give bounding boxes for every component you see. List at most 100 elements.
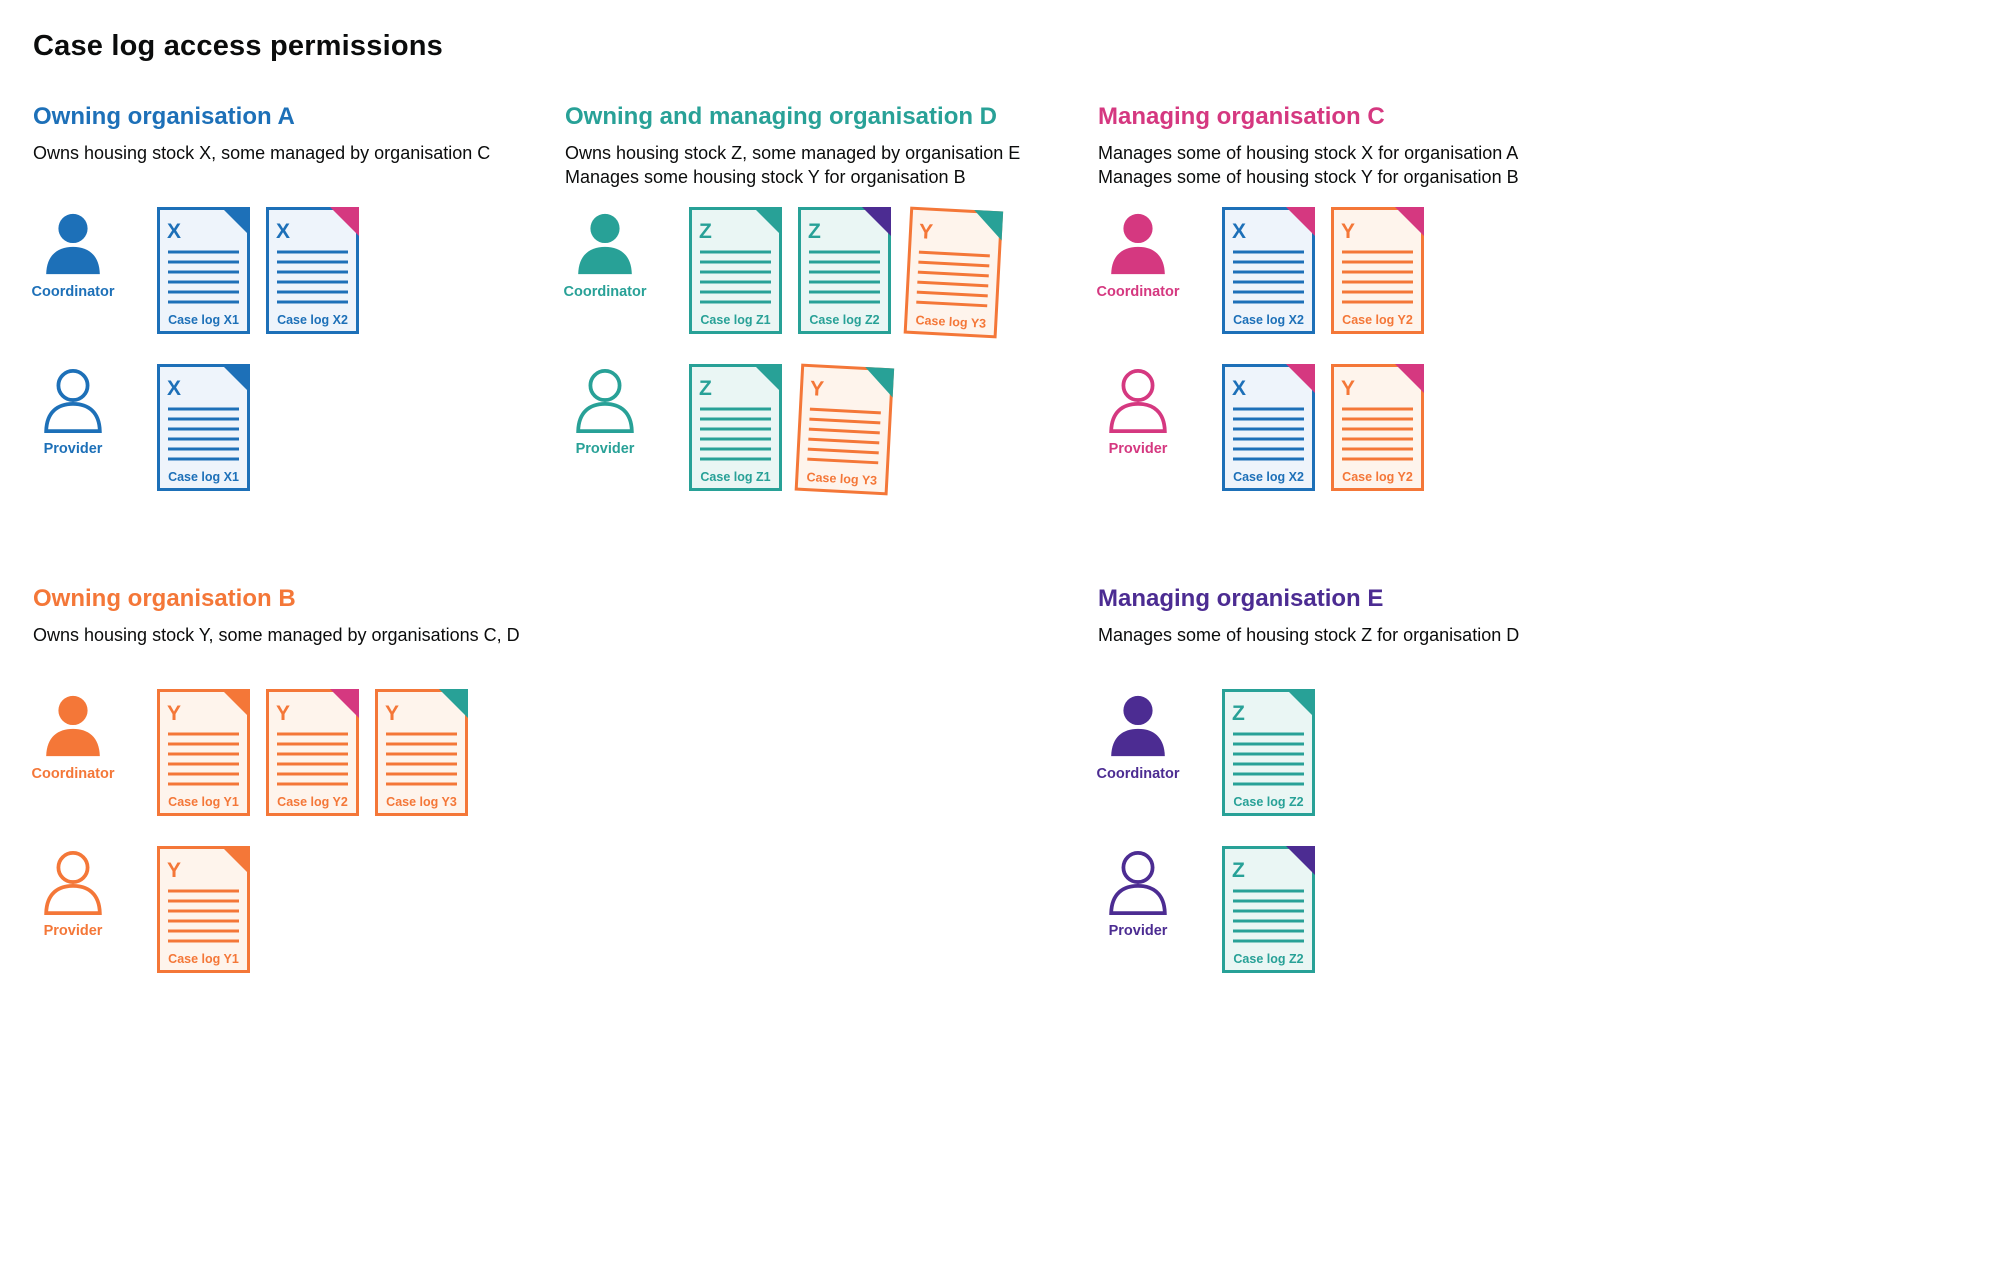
person-shoulders [1111,728,1165,757]
role-row: Provider Z Case log Z2 [1098,846,1980,973]
doc-letter: Z [699,377,712,400]
description-line: Manages some housing stock Y for organis… [565,167,966,188]
person: Coordinator [32,689,114,782]
doc-label: Case log Y1 [168,795,239,809]
doc-letter: Z [1232,702,1245,725]
role-row: Coordinator X Case log X2 Y Case log [1096,207,1980,334]
document-icon: X Case log X2 [266,207,359,334]
case-log-doc: Z Case log Z1 [689,364,782,491]
section-roles: Coordinator X Case log X1 X Case log [32,207,565,491]
document-icon: X Case log X2 [1222,364,1315,491]
role-row: Provider X Case log X2 Y Case log Y2 [1098,364,1980,491]
role-label: Provider [575,441,635,457]
person: Provider [1098,364,1178,457]
person: Provider [33,846,113,939]
role-label: Coordinator [1096,284,1180,300]
doc-letter: Z [699,220,712,243]
person: Provider [1098,846,1178,939]
section-roles: Coordinator Y Case log Y1 Y Case log [32,689,565,973]
doc-letter: Y [809,377,824,401]
role-row: Provider Y Case log Y1 [33,846,565,973]
doc-label: Case log Y3 [915,313,986,331]
docs: X Case log X2 Y Case log Y2 [1222,207,1424,334]
person-shoulders [46,246,100,275]
doc-label: Case log Y2 [1342,470,1413,484]
doc-label: Case log Z1 [700,470,770,484]
docs: X Case log X1 [157,364,250,491]
person-icon [44,851,102,915]
document-icon: Y Case log Y1 [157,689,250,816]
folded-corner-icon [221,689,250,718]
description-line: Owns housing stock Z, some managed by or… [565,143,1021,163]
folded-corner-icon [330,689,359,718]
folded-corner-icon [974,210,1004,241]
doc-label: Case log Y2 [277,795,348,809]
person: Coordinator [563,207,647,300]
document-icon: Y Case log Y2 [266,689,359,816]
role-row: Coordinator Z Case log Z2 [1097,689,1980,816]
doc-letter: Z [1232,859,1245,882]
doc-text-line [807,457,879,465]
description-line: Manages some of housing stock X for orga… [1098,143,1519,163]
document-icon: Y Case log Y2 [1331,364,1424,491]
person: Coordinator [32,207,114,300]
section-heading: Owning organisation B [33,585,296,612]
person-shoulders [46,728,100,757]
person: Provider [565,364,645,457]
document-icon: Y Case log Y2 [1331,207,1424,334]
role-label: Provider [43,923,103,939]
role-label: Coordinator [563,284,647,300]
docs: Y Case log Y1 [157,846,250,973]
doc-letter: Y [167,859,181,882]
section-managing-organisation-e: Managing organisation E Manages some of … [1097,585,1980,1003]
document-icon: Y Case log Y1 [157,846,250,973]
person: Coordinator [1097,689,1179,782]
doc-label: Case log X1 [168,470,239,484]
folded-corner-icon [330,207,359,236]
doc-label: Case log X1 [168,313,239,327]
doc-label: Case log Z2 [809,313,879,327]
case-log-doc: Z Case log Z2 [1222,846,1315,973]
folded-corner-icon [862,207,891,236]
section-description: Owns housing stock Y, some managed by or… [33,623,565,681]
person-head [56,369,90,402]
folded-corner-icon [865,367,895,398]
case-log-doc: Y Case log Y1 [157,689,250,816]
person-head [58,695,88,726]
description-line: Manages some of housing stock Y for orga… [1098,167,1519,188]
person-shoulders [578,246,632,275]
section-managing-organisation-c: Managing organisation C Manages some of … [1096,103,1980,521]
case-log-doc: Y Case log Y2 [1331,364,1424,491]
doc-letter: Z [808,220,821,243]
case-log-doc: X Case log X2 [1222,207,1315,334]
case-log-doc: Z Case log Z2 [798,207,891,334]
person-head [590,213,620,244]
docs: X Case log X1 X Case log X2 [157,207,359,334]
folded-corner-icon [221,846,250,875]
doc-text-line [808,427,880,435]
doc-text-line [809,417,881,425]
doc-text-line [918,250,990,258]
folded-corner-icon [1286,846,1315,875]
docs: Z Case log Z1 Y Case log Y3 [689,363,895,496]
role-label: Provider [1108,441,1168,457]
person-head [588,369,622,402]
section-description: Manages some of housing stock Z for orga… [1098,623,1980,681]
section-heading: Owning organisation A [33,103,295,130]
section-description: Owns housing stock X, some managed by or… [33,141,565,199]
section-heading: Owning and managing organisation D [565,103,998,130]
person-shoulders [1109,883,1167,915]
docs: X Case log X2 Y Case log Y2 [1222,364,1424,491]
section-owning-organisation-b: Owning organisation B Owns housing stock… [32,585,565,1003]
doc-label: Case log Y3 [386,795,457,809]
doc-text-line [807,447,879,455]
doc-letter: Y [1341,220,1355,243]
folded-corner-icon [1395,207,1424,236]
doc-letter: X [167,377,181,400]
section-roles: Coordinator X Case log X2 Y Case log [1096,207,1980,491]
docs: Y Case log Y1 Y Case log Y2 Y [157,689,468,816]
person-icon [1111,213,1165,275]
document-icon: X Case log X1 [157,364,250,491]
section-description: Manages some of housing stock X for orga… [1098,141,1980,199]
person-icon [1111,695,1165,757]
